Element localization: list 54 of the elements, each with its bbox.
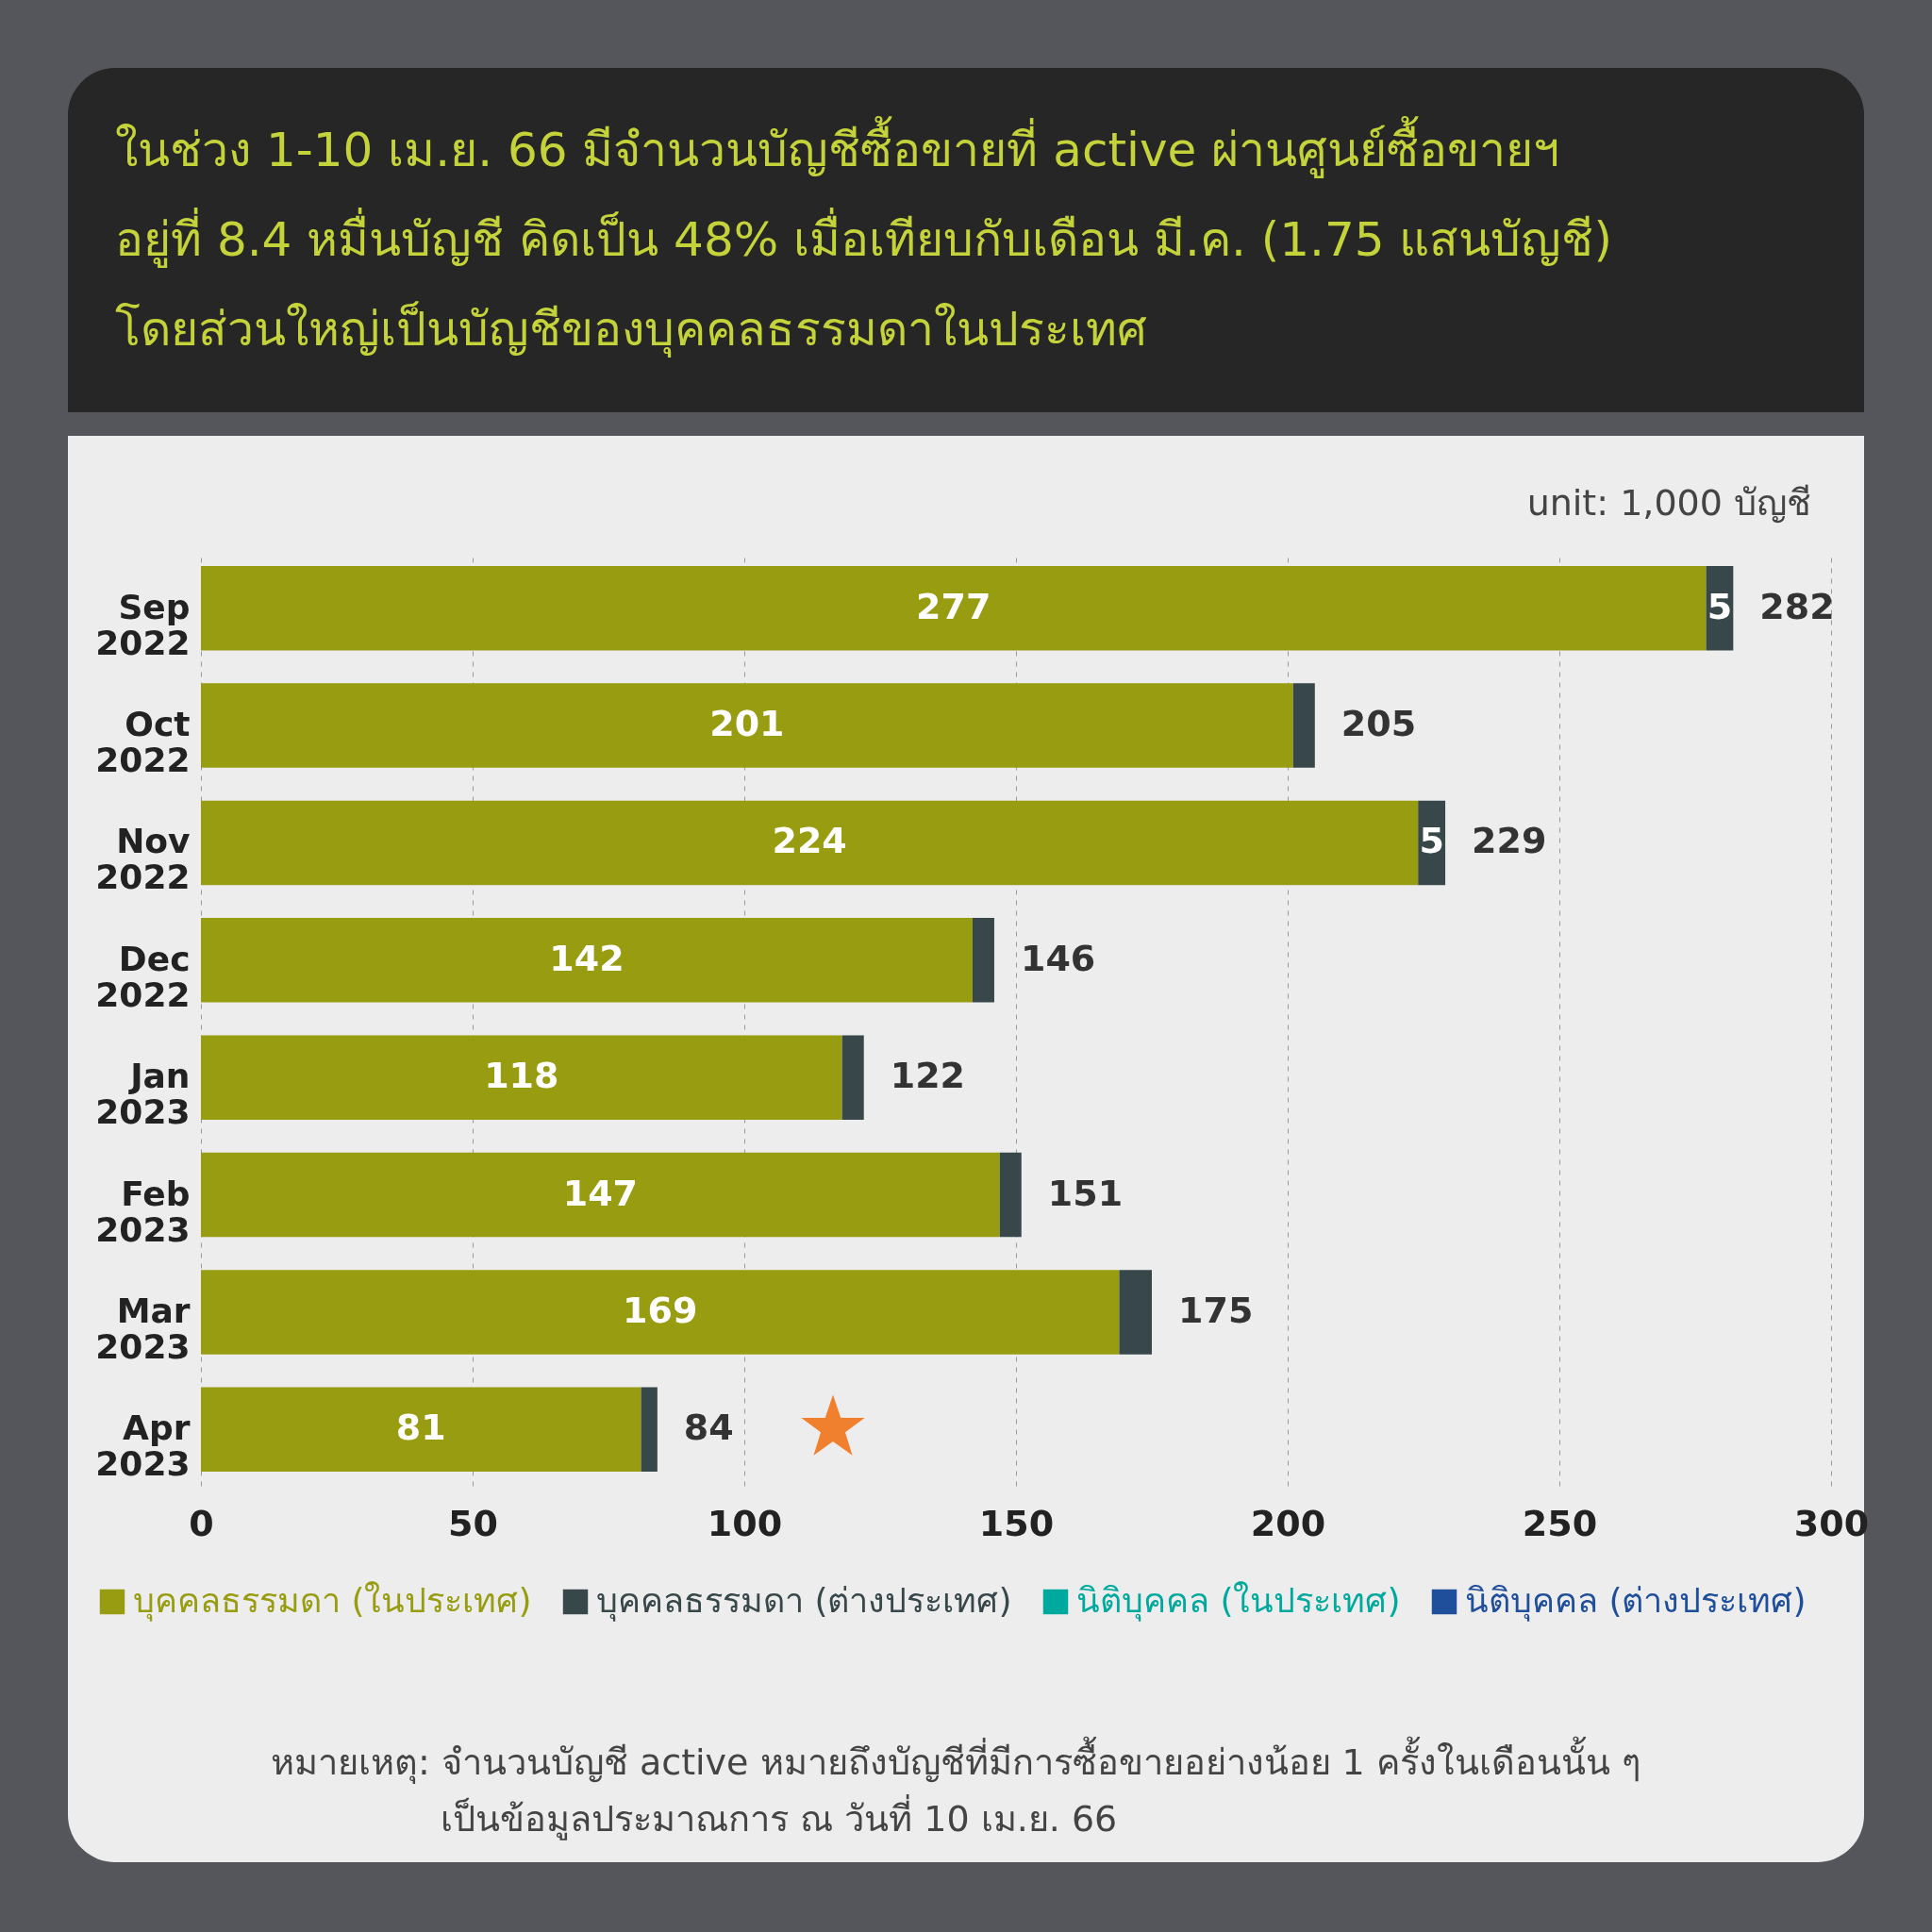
bar [201,565,1707,651]
legend-label: นิติบุคคล (ต่างประเทศ) [1465,1581,1807,1622]
legend-label: บุคคลธรรมดา (ในประเทศ) [133,1581,532,1622]
text: หมายเหตุ: จำนวนบัญชี active หมายถึงบัญชีที่มีการซื้อขายอย่างน้อย 1 ครั้งในเดือนนั้น ๆ [271,1735,1641,1786]
bar [201,1152,1000,1238]
x-tick-label: 200 [1250,1502,1326,1544]
bar [841,1035,864,1120]
y-tick-label: Jan 2023 [95,1057,191,1132]
text: unit: 1,000 บัญชี [1526,481,1811,525]
y-tick-label: Nov 2022 [95,822,191,897]
y-tick-label: Sep 2022 [95,587,191,662]
bar [641,1387,658,1473]
data-label: 169 [623,1289,698,1331]
y-tick-label: Oct 2022 [95,705,191,780]
x-tick-label: 50 [448,1502,498,1544]
x-tick-label: 100 [707,1502,783,1544]
legend-label: นิติบุคคล (ในประเทศ) [1076,1581,1401,1622]
total-label: 84 [683,1407,734,1449]
legend-label: บุคคลธรรมดา (ต่างประเทศ) [596,1581,1012,1622]
x-tick-label: 150 [978,1502,1055,1544]
x-tick-label: 0 [189,1502,214,1544]
data-label: 5 [1419,820,1444,862]
x-tick-label: 250 [1522,1502,1598,1544]
bar [201,800,1419,886]
total-label: 282 [1759,585,1835,627]
y-tick-label: Apr 2023 [95,1408,191,1484]
data-label: 224 [772,820,847,862]
bar [201,683,1293,768]
bar [201,1035,842,1120]
y-tick-label: Mar 2023 [95,1291,191,1366]
data-label: 5 [1707,585,1733,627]
y-tick-label: Feb 2023 [95,1174,191,1249]
y-tick-label: Dec 2022 [95,939,191,1014]
data-label: 147 [562,1172,639,1214]
data-label: 277 [916,585,991,627]
text: เป็นข้อมูลประมาณการ ณ วันที่ 10 เม.ย. 66 [441,1793,1118,1842]
bar [972,918,994,1003]
bar [201,918,973,1003]
data-label: 81 [395,1407,446,1449]
total-label: 175 [1178,1289,1254,1331]
data-label: 118 [484,1055,559,1097]
chart-title: ในช่วง 1-10 เม.ย. 66 มีจำนวนบัญชีซื้อขายที่ active ผ่านศูนย์ซื้อขายฯ อยู่ที่ 8.4 หมื่นบัญชี คิดเป็น 48% เมื่อเทียบกับเดือน มี.ค. (1.75 แสนบัญชี) โดยส่วนใหญ่เป็นบัญชีของบุคคลธรรมดาในประเทศ [115,115,1612,359]
data-label: 142 [549,937,625,979]
bar [1119,1270,1152,1355]
total-label: 151 [1047,1172,1124,1214]
total-label: 205 [1341,703,1417,745]
bar [201,1270,1120,1355]
bar [1292,683,1315,768]
total-label: 122 [890,1055,966,1097]
data-label: 201 [709,703,785,745]
total-label: 229 [1472,820,1547,862]
bar [999,1152,1022,1238]
bar [201,1387,641,1473]
total-label: 146 [1020,937,1096,979]
